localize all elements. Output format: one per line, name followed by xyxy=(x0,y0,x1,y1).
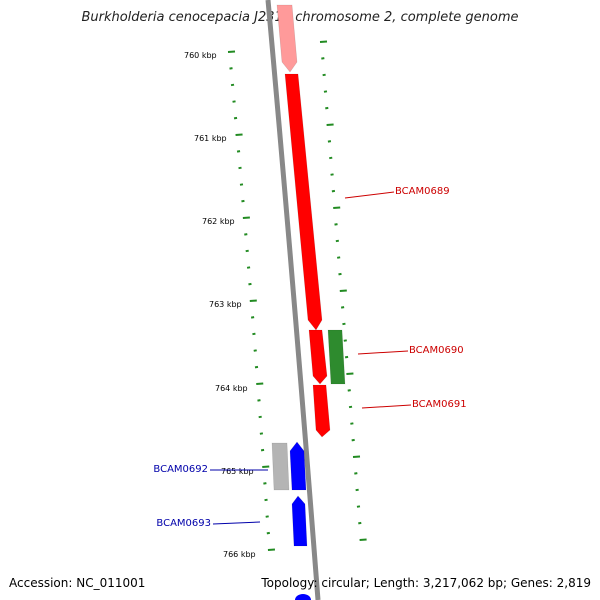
outer-tick-mark xyxy=(326,123,334,126)
outer-tick-mark xyxy=(331,189,336,193)
inner-tick-mark xyxy=(250,316,255,319)
gene-feature-BCAM0689 xyxy=(284,73,323,331)
kbp-label: 763 kbp xyxy=(209,300,242,309)
inner-tick-mark xyxy=(262,465,270,468)
kbp-label: 765 kbp xyxy=(221,467,254,476)
outer-tick-mark xyxy=(327,140,332,143)
kbp-label-group: 760 kbp 761 kbp 762 kbp 763 kbp 764 kbp 765 k… xyxy=(184,51,256,559)
gene-label-leader-line xyxy=(361,404,412,409)
gene-feature-BCAM0690 xyxy=(308,329,328,385)
gene-label-leader-line xyxy=(357,350,409,355)
kbp-label: 760 kbp xyxy=(184,51,217,60)
inner-tick-mark xyxy=(263,482,267,485)
outer-tick-mark xyxy=(325,106,329,110)
outer-tick-mark xyxy=(333,206,341,209)
outer-tick-mark xyxy=(347,389,351,392)
kbp-label: 764 kbp xyxy=(215,384,248,393)
inner-tick-mark xyxy=(230,83,235,87)
gene-label-BCAM0689[interactable]: BCAM0689 xyxy=(395,186,450,197)
gene-feature-BCAM0693 xyxy=(291,495,308,547)
outer-tick-mark xyxy=(334,223,338,226)
inner-tick-mark xyxy=(232,100,236,103)
gene-label-group: BCAM0689 BCAM0690 BCAM0691 BCAM0692 BCAM0693 xyxy=(153,186,466,529)
outer-tick-mark xyxy=(358,521,362,525)
outer-tick-mark xyxy=(322,73,326,77)
outer-tick-mark xyxy=(342,322,346,326)
outer-tick-mark xyxy=(359,538,367,541)
inner-tick-mark xyxy=(249,299,257,302)
outer-tick-track xyxy=(319,40,367,541)
gene-label-BCAM0690[interactable]: BCAM0690 xyxy=(409,345,464,356)
inner-tick-mark xyxy=(258,415,262,419)
inner-tick-mark xyxy=(242,216,250,219)
inner-tick-mark xyxy=(256,382,264,385)
inner-tick-mark xyxy=(236,150,241,153)
kbp-label: 762 kbp xyxy=(202,217,235,226)
inner-tick-mark xyxy=(246,266,251,269)
outer-tick-mark xyxy=(348,405,353,409)
outer-tick-mark xyxy=(343,339,347,342)
outer-tick-mark xyxy=(321,57,325,60)
outer-tick-mark xyxy=(350,422,354,425)
outer-tick-mark xyxy=(319,40,328,43)
inner-tick-mark xyxy=(229,67,233,70)
outer-tick-mark xyxy=(346,372,354,375)
outer-tick-mark xyxy=(351,438,355,442)
outer-tick-mark xyxy=(344,355,349,359)
outer-tick-mark xyxy=(355,488,359,492)
gene-label-BCAM0691[interactable]: BCAM0691 xyxy=(412,399,467,410)
inner-tick-mark xyxy=(266,531,270,535)
inner-tick-mark xyxy=(239,183,244,186)
outer-tick-mark xyxy=(352,455,361,458)
gene-label-leader-line xyxy=(212,521,261,525)
outer-tick-mark xyxy=(356,505,361,508)
outer-tick-mark xyxy=(340,306,345,309)
inner-tick-mark xyxy=(248,282,252,286)
gene-label-BCAM0692[interactable]: BCAM0692 xyxy=(153,464,208,475)
accession-text: Accession: NC_011001 xyxy=(9,576,146,590)
inner-tick-mark xyxy=(257,399,261,402)
outer-tick-mark xyxy=(336,256,341,259)
kbp-label: 761 kbp xyxy=(194,134,227,143)
gene-label-leader-line xyxy=(344,191,395,199)
inner-tick-mark xyxy=(265,515,269,518)
gene-feature-green xyxy=(327,329,346,385)
inner-tick-mark xyxy=(227,50,236,53)
inner-tick-mark xyxy=(254,365,259,369)
inner-tick-mark xyxy=(238,166,242,170)
inner-tick-mark xyxy=(267,548,276,551)
gene-label-BCAM0693[interactable]: BCAM0693 xyxy=(156,518,211,529)
chromosome-backbone xyxy=(265,0,321,600)
gene-feature-BCAM0691 xyxy=(312,384,331,438)
inner-tick-mark xyxy=(233,116,238,120)
kbp-label: 766 kbp xyxy=(223,550,256,559)
inner-tick-mark xyxy=(245,249,249,253)
gene-feature-track xyxy=(271,4,346,600)
outer-tick-mark xyxy=(329,156,333,160)
gene-feature-edge xyxy=(295,594,311,600)
gene-feature-BCAM0692 xyxy=(289,441,307,491)
inner-tick-mark xyxy=(241,199,245,203)
gene-feature-grey xyxy=(271,442,290,491)
outer-tick-mark xyxy=(339,289,347,292)
outer-tick-mark xyxy=(323,90,328,93)
gene-feature-partial xyxy=(276,4,298,73)
outer-tick-mark xyxy=(330,173,334,176)
inner-tick-mark xyxy=(264,498,268,502)
inner-tick-mark xyxy=(260,448,265,452)
inner-tick-track xyxy=(227,50,276,551)
inner-tick-mark xyxy=(259,432,264,435)
outer-tick-mark xyxy=(335,239,340,243)
inner-tick-mark xyxy=(253,349,257,352)
inner-tick-mark xyxy=(235,133,243,136)
outer-tick-mark xyxy=(338,272,342,276)
map-title: Burkholderia cenocepacia J2315 chromosom… xyxy=(81,10,519,25)
inner-tick-mark xyxy=(252,332,256,336)
inner-tick-mark xyxy=(244,233,248,236)
genome-summary-text: Topology: circular; Length: 3,217,062 bp… xyxy=(261,576,591,590)
outer-tick-mark xyxy=(354,472,358,475)
